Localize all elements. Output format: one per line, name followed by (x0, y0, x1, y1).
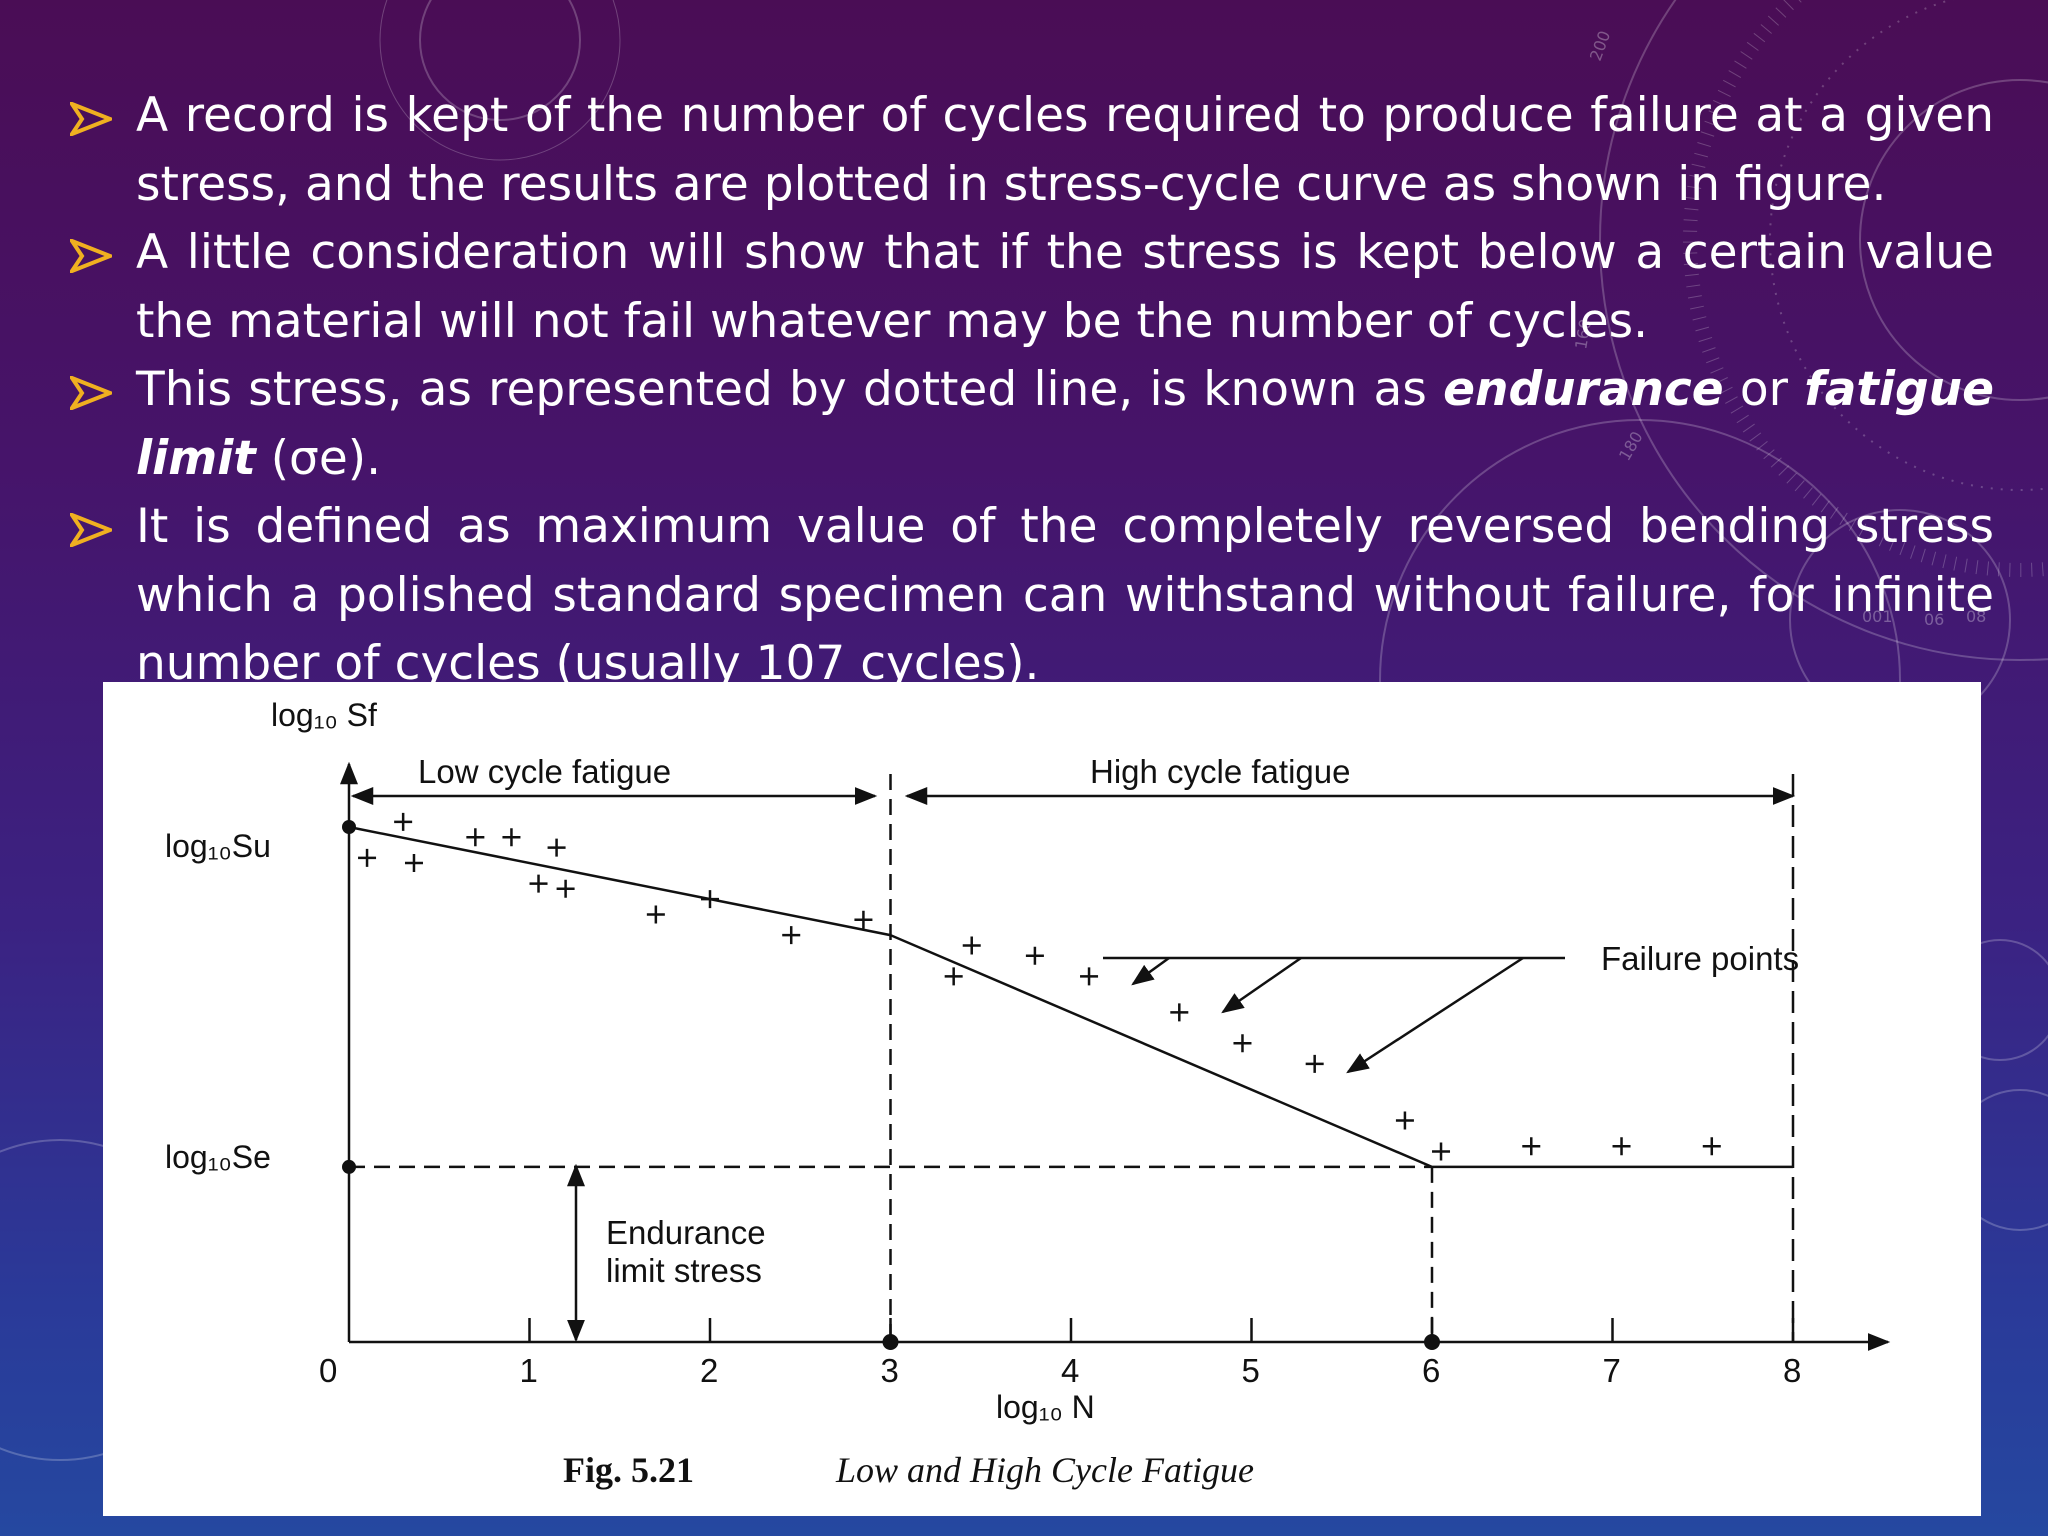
bullet-text: (σe). (255, 430, 382, 486)
failure-point-marker (701, 890, 719, 909)
failure-point-marker (466, 828, 485, 847)
x-tick-label: 3 (881, 1352, 899, 1389)
su-point (342, 820, 356, 834)
figure-caption-number: Fig. 5.21 (563, 1450, 694, 1490)
y-axis-title: log₁₀ Sf (271, 697, 377, 733)
sn-curve-line (348, 825, 1793, 1169)
failure-points-label: Failure points (1601, 940, 1799, 977)
sn-curve-figure: 0 1 2 3 4 5 6 7 8 log₁₀ Sf Low cycle fatigue Hig… (103, 682, 1981, 1516)
arrow-bullet-icon (70, 376, 112, 410)
failure-point-marker (404, 854, 423, 873)
se-label: log₁₀Se (165, 1139, 271, 1175)
arrow-bullet-icon (70, 513, 112, 547)
x-tick-label: 1 (520, 1352, 538, 1389)
bullet-item: It is defined as maximum value of the co… (68, 493, 1994, 699)
failure-point-marker (1702, 1137, 1721, 1156)
failure-point-marker (944, 967, 963, 986)
sn-curve-chart: 0 1 2 3 4 5 6 7 8 log₁₀ Sf Low cycle fatigue Hig… (165, 697, 1891, 1490)
failure-point-marker (529, 874, 548, 893)
bullet-text: A little consideration will show that if… (136, 225, 1994, 349)
x-tick-label: 5 (1242, 1352, 1260, 1389)
x-tick-label: 6 (1422, 1352, 1440, 1389)
failure-point-marker (962, 936, 981, 955)
failure-point-marker (1432, 1142, 1451, 1161)
failure-arrow-3 (1346, 956, 1524, 1074)
x-tick-label: 2 (700, 1352, 718, 1389)
failure-point-marker (782, 926, 801, 945)
failure-arrow-2 (1221, 956, 1302, 1014)
term-endurance: endurance (1443, 362, 1724, 417)
failure-point-marker (1025, 946, 1044, 965)
bullet-item: A little consideration will show that if… (68, 219, 1994, 356)
endurance-label-line1: Endurance (606, 1214, 766, 1251)
bullet-text: A record is kept of the number of cycles… (136, 88, 1994, 212)
failure-arrow-1 (1131, 956, 1170, 986)
endurance-label-line2: limit stress (606, 1252, 762, 1289)
bullet-text: It is defined as maximum value of the co… (136, 499, 1994, 691)
bullet-list: A record is kept of the number of cycles… (68, 82, 1994, 699)
failure-point-marker (547, 838, 566, 857)
failure-point-marker (358, 848, 377, 867)
x-tick-label: 7 (1603, 1352, 1621, 1389)
failure-point-marker (1395, 1111, 1414, 1130)
failure-point-marker (1080, 967, 1099, 986)
su-label: log₁₀Su (165, 828, 271, 864)
term-fatigue-limit: fatigue limit (136, 362, 1994, 486)
svg-text:200: 200 (1586, 28, 1614, 63)
high-cycle-label: High cycle fatigue (1090, 753, 1350, 790)
failure-point-marker (1522, 1137, 1541, 1156)
bullet-text: or (1723, 362, 1805, 417)
x-tick-label: 8 (1783, 1352, 1801, 1389)
x-tick-label: 4 (1061, 1352, 1079, 1389)
failure-point-marker (1170, 1003, 1189, 1022)
x-tick-label: 0 (319, 1352, 337, 1389)
failure-point-marker (1612, 1137, 1631, 1156)
failure-point-marker (1305, 1054, 1324, 1073)
failure-point-marker (646, 905, 665, 924)
bullet-text: This stress, as represented by dotted li… (136, 362, 1444, 417)
failure-point-marker (556, 879, 575, 898)
bullet-item: This stress, as represented by dotted li… (68, 356, 1994, 493)
arrow-bullet-icon (70, 102, 112, 136)
failure-point-marker (1233, 1034, 1252, 1053)
low-cycle-label: Low cycle fatigue (418, 753, 671, 790)
figure-caption-title: Low and High Cycle Fatigue (835, 1450, 1254, 1490)
bullet-item: A record is kept of the number of cycles… (68, 82, 1994, 219)
x-axis-title: log₁₀ N (996, 1389, 1095, 1425)
arrow-bullet-icon (70, 239, 112, 273)
failure-point-marker (854, 910, 873, 929)
failure-point-marker (394, 812, 413, 831)
failure-point-marker (502, 828, 521, 847)
se-point (342, 1159, 356, 1174)
